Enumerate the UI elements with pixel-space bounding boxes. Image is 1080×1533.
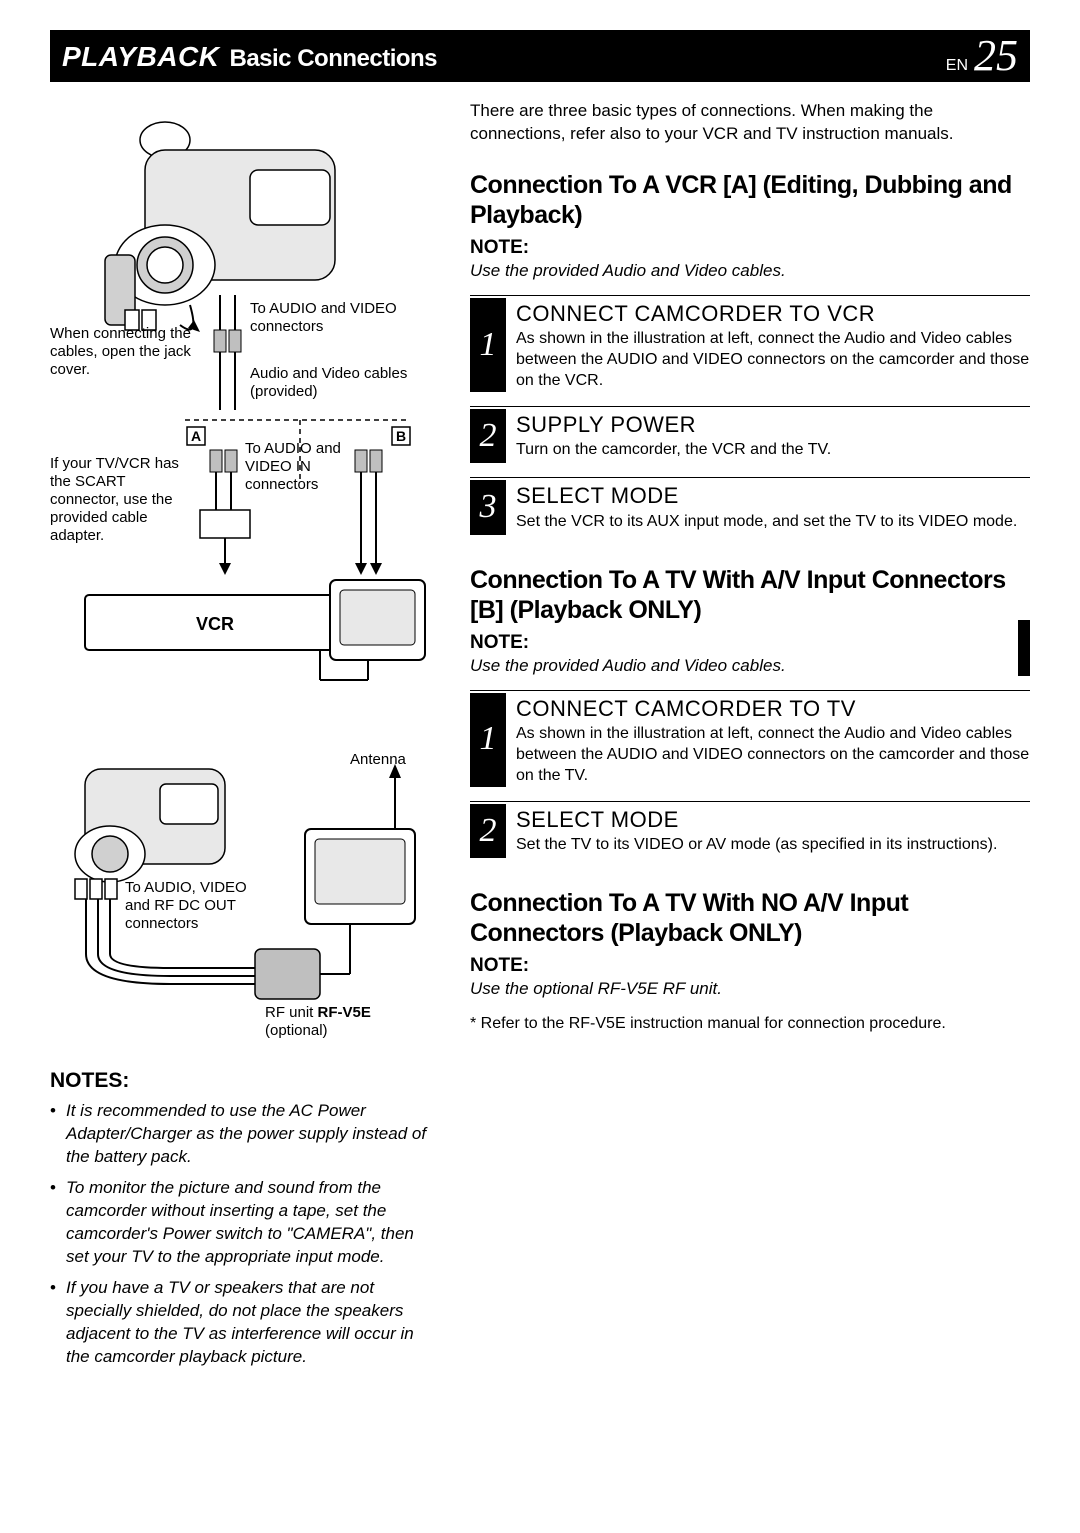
diagram2-label-connectors: To AUDIO, VIDEO and RF DC OUT connectors <box>125 879 255 933</box>
step-title: CONNECT CAMCORDER TO TV <box>516 695 1030 723</box>
step-number: 1 <box>470 693 506 787</box>
diagram1-label-jack: When connecting the cables, open the jac… <box>50 325 200 379</box>
diagram-2-svg: Antenna To AUDIO, VIDEO and RF DC OUT co… <box>50 744 440 1044</box>
section-c-note-text: Use the optional RF-V5E RF unit. <box>470 978 1030 999</box>
section-c-title: Connection To A TV With NO A/V Input Con… <box>470 888 1030 948</box>
section-a-note-label: NOTE: <box>470 236 1030 260</box>
diagram2-label-antenna: Antenna <box>350 751 407 768</box>
header-right: EN 25 <box>946 34 1018 78</box>
note-item: It is recommended to use the AC Power Ad… <box>50 1100 440 1169</box>
notes-list: It is recommended to use the AC Power Ad… <box>50 1100 440 1368</box>
header-left: PLAYBACK Basic Connections <box>62 39 437 74</box>
section-c-ref: * Refer to the RF-V5E instruction manual… <box>470 1013 1030 1035</box>
diagram1-label-scart: If your TV/VCR has the SCART connector, … <box>50 455 195 545</box>
step-number: 1 <box>470 298 506 392</box>
right-column: There are three basic types of connectio… <box>470 100 1030 1377</box>
step-b1: 1 CONNECT CAMCORDER TO TV As shown in th… <box>470 690 1030 787</box>
note-item: To monitor the picture and sound from th… <box>50 1177 440 1269</box>
page-number: 25 <box>974 34 1018 78</box>
notes-heading: NOTES: <box>50 1068 440 1094</box>
step-title: SELECT MODE <box>516 482 1030 510</box>
section-b-title: Connection To A TV With A/V Input Connec… <box>470 565 1030 625</box>
left-column: When connecting the cables, open the jac… <box>50 100 440 1377</box>
section-b-note-text: Use the provided Audio and Video cables. <box>470 655 1030 676</box>
step-a2: 2 SUPPLY POWER Turn on the camcorder, th… <box>470 406 1030 464</box>
step-b2: 2 SELECT MODE Set the TV to its VIDEO or… <box>470 801 1030 859</box>
step-number: 2 <box>470 409 506 464</box>
side-tab <box>1018 620 1030 676</box>
diagram-1-svg: When connecting the cables, open the jac… <box>50 100 440 720</box>
note-item: If you have a TV or speakers that are no… <box>50 1277 440 1369</box>
section-b-note-label: NOTE: <box>470 631 1030 655</box>
step-title: CONNECT CAMCORDER TO VCR <box>516 300 1030 328</box>
diagram1-label-avcables: Audio and Video cables (provided) <box>250 365 420 401</box>
left-notes: NOTES: It is recommended to use the AC P… <box>50 1068 440 1369</box>
section-a-note-text: Use the provided Audio and Video cables. <box>470 260 1030 281</box>
diagram1-label-avconn: To AUDIO and VIDEO connectors <box>250 300 420 336</box>
diagram1-label-a: A <box>191 428 201 444</box>
step-number: 2 <box>470 804 506 859</box>
step-text: As shown in the illustration at left, co… <box>516 724 1030 786</box>
header-bar: PLAYBACK Basic Connections EN 25 <box>50 30 1030 82</box>
diagram1-label-b: B <box>396 428 406 444</box>
step-title: SELECT MODE <box>516 806 1030 834</box>
step-text: Turn on the camcorder, the VCR and the T… <box>516 440 1030 461</box>
step-a3: 3 SELECT MODE Set the VCR to its AUX inp… <box>470 477 1030 535</box>
step-title: SUPPLY POWER <box>516 411 1030 439</box>
step-number: 3 <box>470 480 506 535</box>
page: PLAYBACK Basic Connections EN 25 <box>50 30 1030 1377</box>
header-playback: PLAYBACK <box>62 39 219 74</box>
diagram1-label-avin: To AUDIO and VIDEO IN connectors <box>245 440 355 494</box>
step-a1: 1 CONNECT CAMCORDER TO VCR As shown in t… <box>470 295 1030 392</box>
header-en: EN <box>946 56 968 76</box>
step-text: Set the VCR to its AUX input mode, and s… <box>516 512 1030 533</box>
step-text: Set the TV to its VIDEO or AV mode (as s… <box>516 835 1030 856</box>
main-columns: When connecting the cables, open the jac… <box>50 100 1030 1377</box>
diagram1-label-vcr: VCR <box>196 614 234 634</box>
step-text: As shown in the illustration at left, co… <box>516 329 1030 391</box>
section-c-note-label: NOTE: <box>470 954 1030 978</box>
section-a-title: Connection To A VCR [A] (Editing, Dubbin… <box>470 170 1030 230</box>
diagram-rf-connection: Antenna To AUDIO, VIDEO and RF DC OUT co… <box>50 744 440 1044</box>
diagram-vcr-connection: When connecting the cables, open the jac… <box>50 100 440 720</box>
intro-text: There are three basic types of connectio… <box>470 100 1030 146</box>
header-subtitle: Basic Connections <box>229 44 437 74</box>
